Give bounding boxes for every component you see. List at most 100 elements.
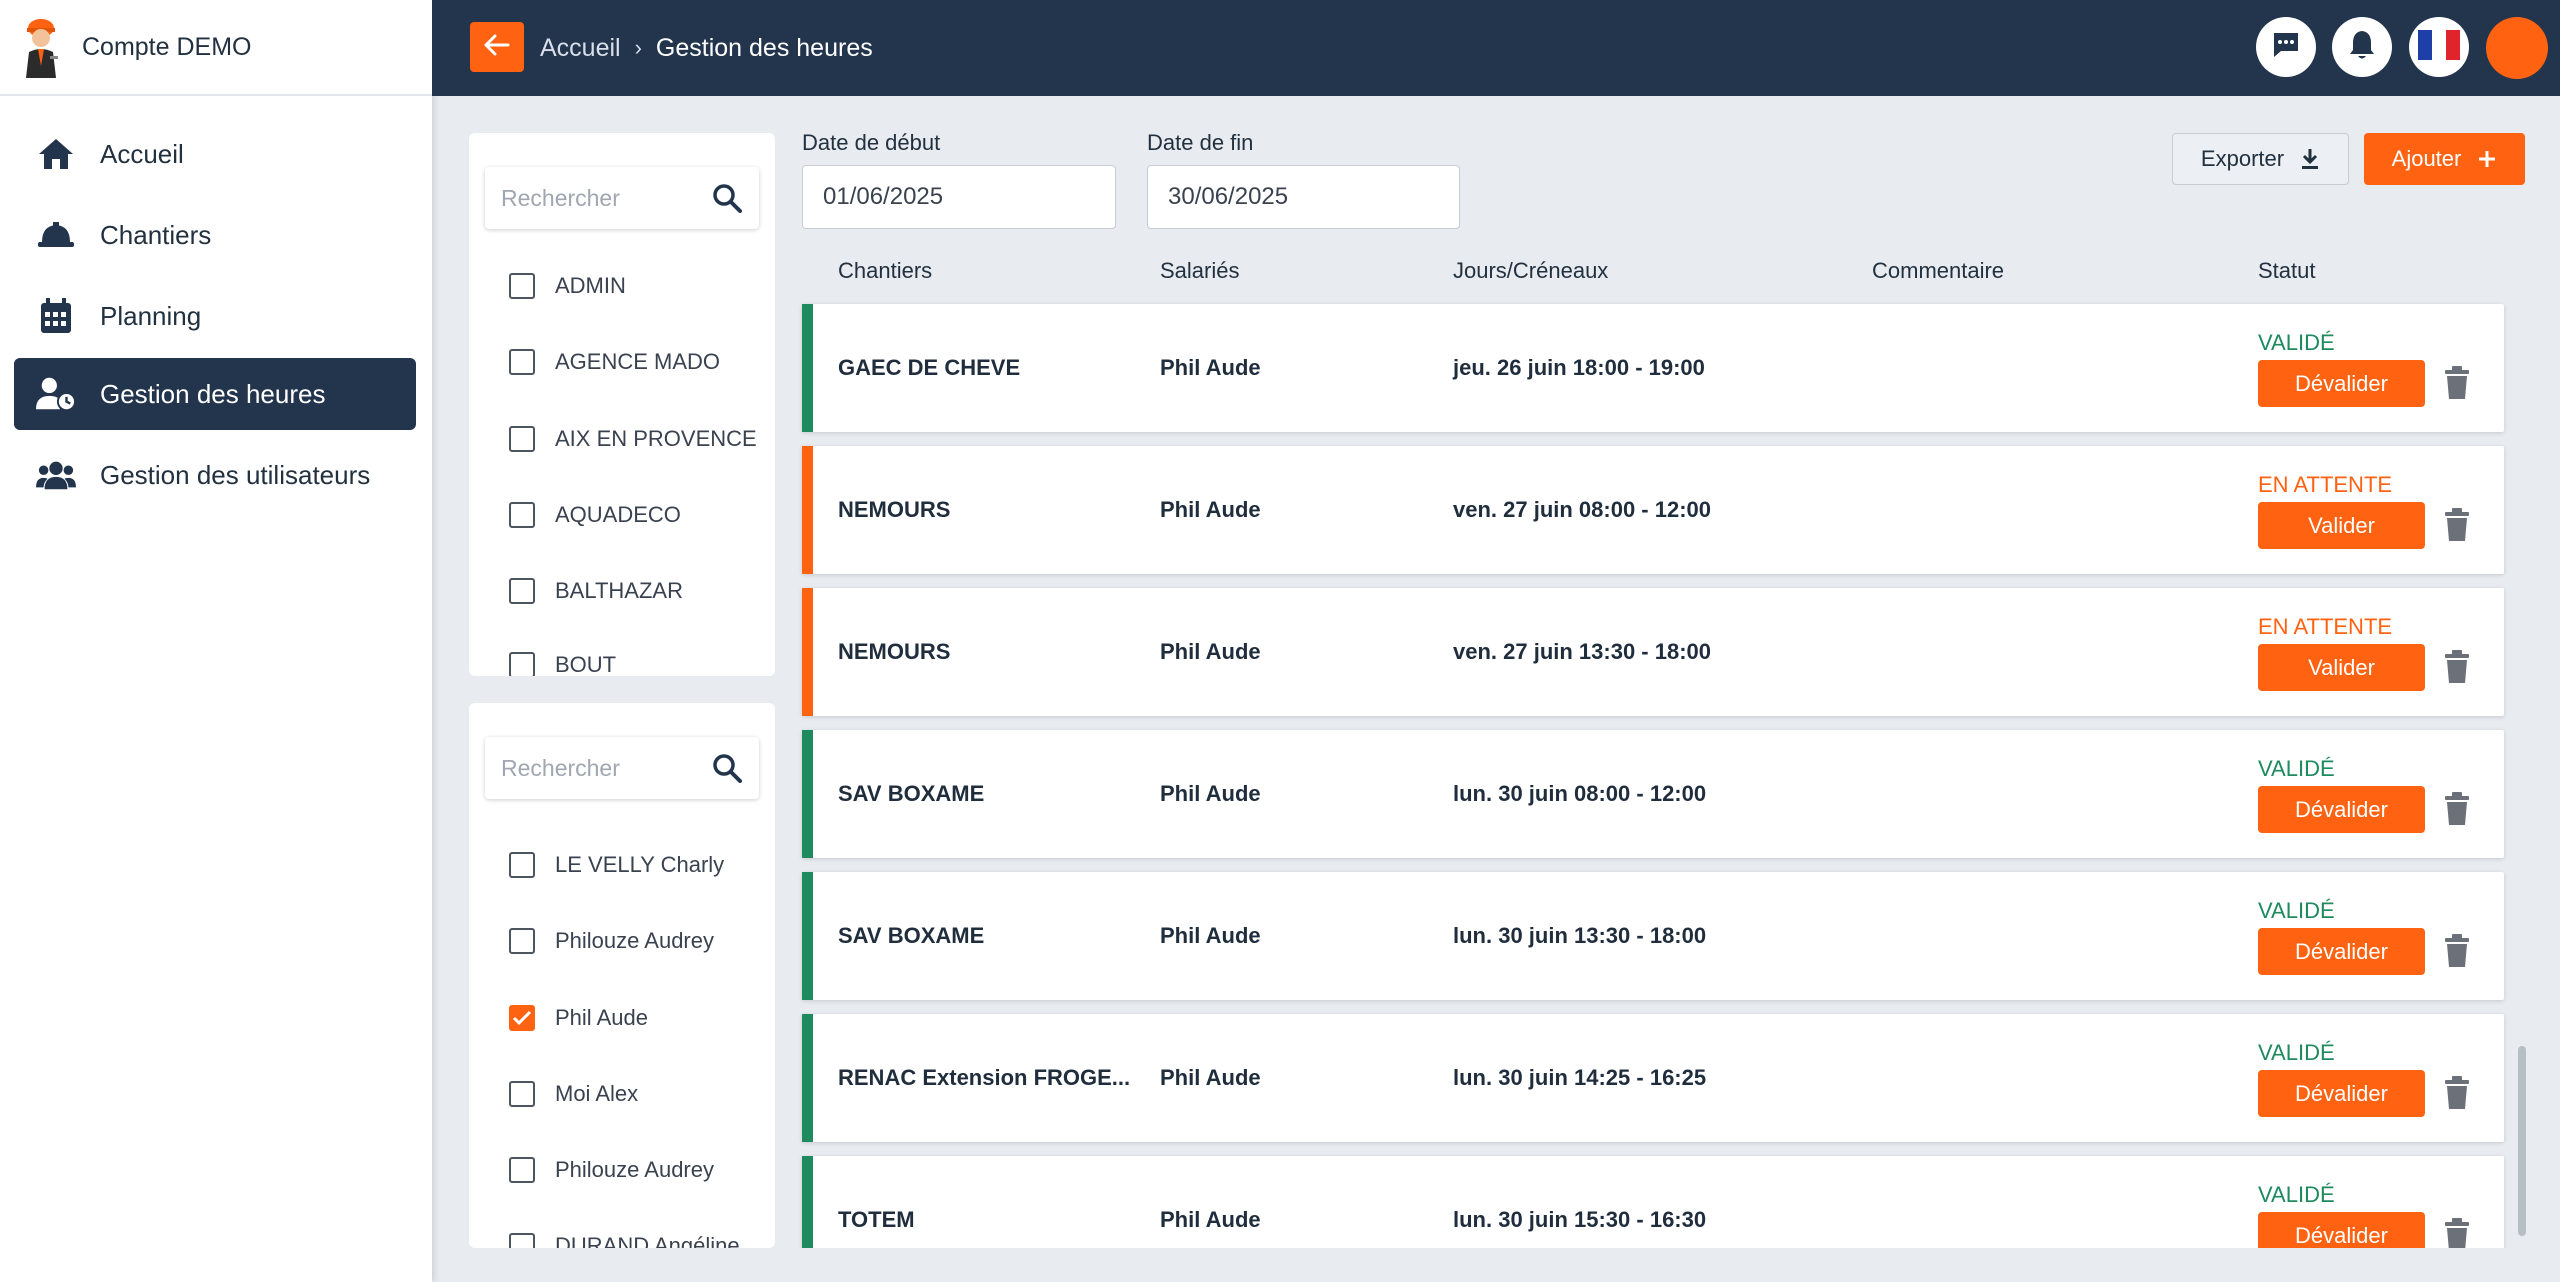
search-icon[interactable] [711,182,743,214]
salarie-filter-item[interactable]: Moi Alex [509,1074,638,1114]
chantier-filter-item[interactable]: AGENCE MADO [509,342,720,382]
table-row[interactable]: SAV BOXAME Phil Aude lun. 30 juin 13:30 - … [802,872,2504,1000]
add-button[interactable]: Ajouter [2364,133,2525,185]
filter-label: LE VELLY Charly [555,852,725,877]
checkbox[interactable] [509,928,535,954]
brand: Compte DEMO [0,0,432,96]
table-row[interactable]: NEMOURS Phil Aude ven. 27 juin 08:00 - 12:… [802,446,2504,574]
filter-label: Phil Aude [555,1005,648,1030]
sidebar-item-gestion-des-heures[interactable]: Gestion des heures [14,358,416,430]
checkbox[interactable] [509,578,535,604]
table-row[interactable]: GAEC DE CHEVE Phil Aude jeu. 26 juin 18:00… [802,304,2504,432]
checkbox-checked[interactable] [509,1005,535,1031]
chantiers-search [485,167,759,229]
salarie-filter-item[interactable]: Philouze Audrey [509,921,714,961]
table-row[interactable]: SAV BOXAME Phil Aude lun. 30 juin 08:00 - … [802,730,2504,858]
cell-chantier: SAV BOXAME [838,781,985,806]
invalidate-button[interactable]: Dévalider [2258,928,2425,975]
sidebar-item-chantiers[interactable]: Chantiers [14,199,416,271]
account-name: Compte DEMO [82,32,252,61]
search-icon[interactable] [711,752,743,784]
trash-icon[interactable] [2442,934,2472,968]
breadcrumb-home[interactable]: Accueil [540,33,621,62]
trash-icon[interactable] [2442,366,2472,400]
trash-icon[interactable] [2442,650,2472,684]
checkbox[interactable] [509,1157,535,1183]
sidebar-item-planning[interactable]: Planning [14,280,416,352]
chantier-filter-item[interactable]: BALTHAZAR [509,571,683,611]
home-icon [36,134,76,174]
salarie-filter-item[interactable]: Phil Aude [509,998,648,1038]
sidebar-item-gestion-des-utilisateurs[interactable]: Gestion des utilisateurs [14,439,416,511]
trash-icon[interactable] [2442,792,2472,826]
validate-button[interactable]: Valider [2258,502,2425,549]
salarie-filter-item[interactable]: Philouze Audrey [509,1150,714,1190]
invalidate-button[interactable]: Dévalider [2258,1212,2425,1248]
language-button[interactable] [2409,17,2469,77]
cell-salarie: Phil Aude [1160,355,1261,380]
breadcrumb-current: Gestion des heures [655,33,873,62]
back-button[interactable] [470,22,524,72]
chantier-filter-item[interactable]: AQUADECO [509,495,681,535]
cell-chantier: SAV BOXAME [838,923,985,948]
table-row[interactable]: NEMOURS Phil Aude ven. 27 juin 13:30 - 18:… [802,588,2504,716]
sidebar-item-accueil[interactable]: Accueil [14,118,416,190]
hours-table-body: GAEC DE CHEVE Phil Aude jeu. 26 juin 18:00… [790,300,2540,1248]
filter-label: BALTHAZAR [555,578,683,603]
export-label: Exporter [2200,146,2285,171]
filter-label: BOUT [555,652,617,676]
checkbox[interactable] [509,273,535,299]
start-date-input[interactable]: 01/06/2025 [802,165,1116,229]
export-button[interactable]: Exporter [2172,133,2349,185]
cell-creneau: lun. 30 juin 15:30 - 16:30 [1453,1207,1707,1232]
status-badge: VALIDÉ [2258,898,2335,923]
chantiers-filter-panel: ADMIN AGENCE MADO AIX EN PROVENCE AQUADE… [469,133,775,676]
trash-icon[interactable] [2442,508,2472,542]
scrollbar-thumb[interactable] [2518,1046,2526,1236]
salarie-filter-item[interactable]: DURAND Angéline [509,1226,740,1248]
table-row[interactable]: TOTEM Phil Aude lun. 30 juin 15:30 - 16:30… [802,1156,2504,1248]
sidebar-item-label: Gestion des utilisateurs [100,459,371,490]
top-bar: Accueil › Gestion des heures [432,0,2560,96]
cell-chantier: TOTEM [838,1207,915,1232]
calendar-icon [36,296,76,336]
checkbox[interactable] [509,652,535,676]
checkbox[interactable] [509,426,535,452]
cell-chantier: GAEC DE CHEVE [838,355,1021,380]
user-clock-icon [36,374,76,414]
french-flag-icon [2418,29,2460,65]
status-color-bar [802,730,813,858]
start-date-label: Date de début [802,130,941,155]
trash-icon[interactable] [2442,1076,2472,1110]
invalidate-button[interactable]: Dévalider [2258,1070,2425,1117]
salarie-filter-item[interactable]: LE VELLY Charly [509,845,724,885]
table-row[interactable]: RENAC Extension FROGE... Phil Aude lun. 30… [802,1014,2504,1142]
filter-label: ADMIN [555,273,626,298]
cell-salarie: Phil Aude [1160,1065,1261,1090]
status-badge: VALIDÉ [2258,756,2335,781]
invalidate-button[interactable]: Dévalider [2258,360,2425,407]
chantier-filter-item[interactable]: BOUT [509,645,616,676]
filter-label: AIX EN PROVENCE [555,426,757,451]
chantier-filter-item[interactable]: AIX EN PROVENCE [509,419,757,459]
messages-button[interactable] [2256,17,2316,77]
checkbox[interactable] [509,1081,535,1107]
chantiers-search-input[interactable] [485,167,695,229]
end-date-input[interactable]: 30/06/2025 [1147,165,1460,229]
filter-label: AGENCE MADO [555,349,721,374]
column-header-creneaux: Jours/Créneaux [1453,258,1609,283]
checkbox[interactable] [509,852,535,878]
notifications-button[interactable] [2332,17,2392,77]
checkbox[interactable] [509,502,535,528]
invalidate-button[interactable]: Dévalider [2258,786,2425,833]
sidebar-item-label: Planning [100,300,202,331]
status-badge: EN ATTENTE [2258,472,2393,497]
salaries-search-input[interactable] [485,737,695,799]
checkbox[interactable] [509,349,535,375]
cell-creneau: lun. 30 juin 14:25 - 16:25 [1453,1065,1707,1090]
validate-button[interactable]: Valider [2258,644,2425,691]
trash-icon[interactable] [2442,1218,2472,1248]
checkbox[interactable] [509,1233,535,1248]
chantier-filter-item[interactable]: ADMIN [509,266,626,306]
user-avatar[interactable] [2486,17,2548,79]
